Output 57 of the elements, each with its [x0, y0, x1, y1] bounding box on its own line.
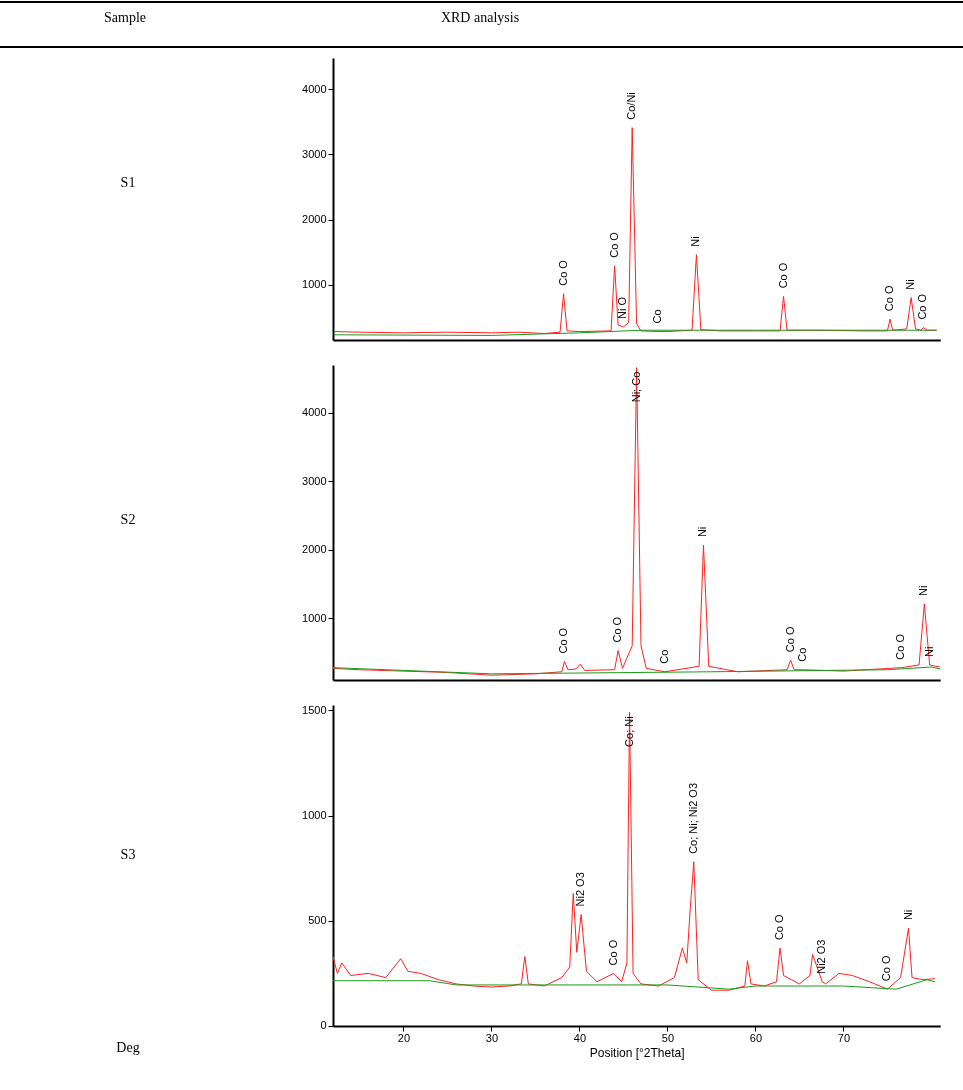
y-tick-label: 1000	[302, 611, 327, 624]
annotation: Co O	[606, 939, 619, 966]
annotation: Ni	[696, 526, 709, 538]
annotation: Ni O	[616, 296, 629, 319]
x-axis-title: Position [°2Theta]	[589, 1046, 685, 1061]
annotation: Ni	[689, 236, 702, 247]
annotation: Ni	[901, 909, 914, 921]
y-tick-label: 500	[308, 914, 327, 927]
annotation: Co	[657, 649, 670, 664]
line-series	[333, 666, 941, 675]
line-series	[333, 711, 936, 991]
annotation: Ni; Co	[629, 371, 642, 403]
y-tick-label: 1000	[302, 809, 327, 822]
line-series	[333, 979, 936, 990]
annotation: Co O	[611, 616, 624, 643]
annotation: Co O	[916, 293, 929, 320]
annotation: Co; Ni; Ni2 O3	[686, 783, 699, 854]
text: S1	[120, 175, 136, 191]
annotation: Ni	[904, 279, 917, 290]
text: S2	[120, 512, 136, 528]
y-tick-label: 0	[320, 1019, 327, 1032]
annotation: Co	[650, 309, 663, 324]
annotation: Co O	[880, 955, 893, 982]
y-tick-label: 3000	[302, 147, 327, 160]
annotation: Ni	[917, 585, 930, 596]
annotation: Ni2 O3	[574, 872, 587, 907]
annotation: Co	[795, 647, 808, 662]
x-tick-label: 20	[397, 1032, 411, 1045]
y-tick-label: 4000	[302, 406, 327, 419]
x-tick-label: 40	[573, 1032, 586, 1045]
annotation: Co O	[783, 626, 796, 653]
text: Sample	[104, 10, 146, 26]
annotation: Co O	[556, 259, 569, 286]
annotation: Co O	[607, 231, 620, 258]
annotation: Co/Ni	[625, 92, 638, 120]
text: XRD analysis	[440, 10, 520, 26]
y-tick-label: 4000	[302, 82, 327, 95]
x-tick-label: 70	[837, 1032, 850, 1045]
annotation: Co O	[776, 262, 789, 289]
annotation: Ni2 O3	[815, 939, 828, 974]
annotation: Co O	[894, 633, 907, 660]
annotation: Co O	[557, 627, 570, 654]
annotation: Co O	[773, 914, 786, 941]
y-tick-label: 2000	[302, 213, 327, 226]
text: S3	[120, 847, 136, 863]
line-series	[333, 367, 941, 676]
y-tick-label: 2000	[302, 543, 327, 556]
x-tick-label: 30	[485, 1032, 499, 1045]
annotation: Co; Ni	[622, 716, 635, 747]
y-tick-label: 1000	[302, 278, 327, 291]
text: Deg	[116, 1040, 140, 1056]
annotation: Co O	[883, 285, 896, 312]
annotation: Ni	[922, 646, 935, 657]
x-tick-label: 50	[661, 1032, 674, 1045]
x-tick-label: 60	[749, 1032, 762, 1045]
y-tick-label: 1500	[302, 703, 327, 716]
y-tick-label: 3000	[302, 474, 327, 487]
